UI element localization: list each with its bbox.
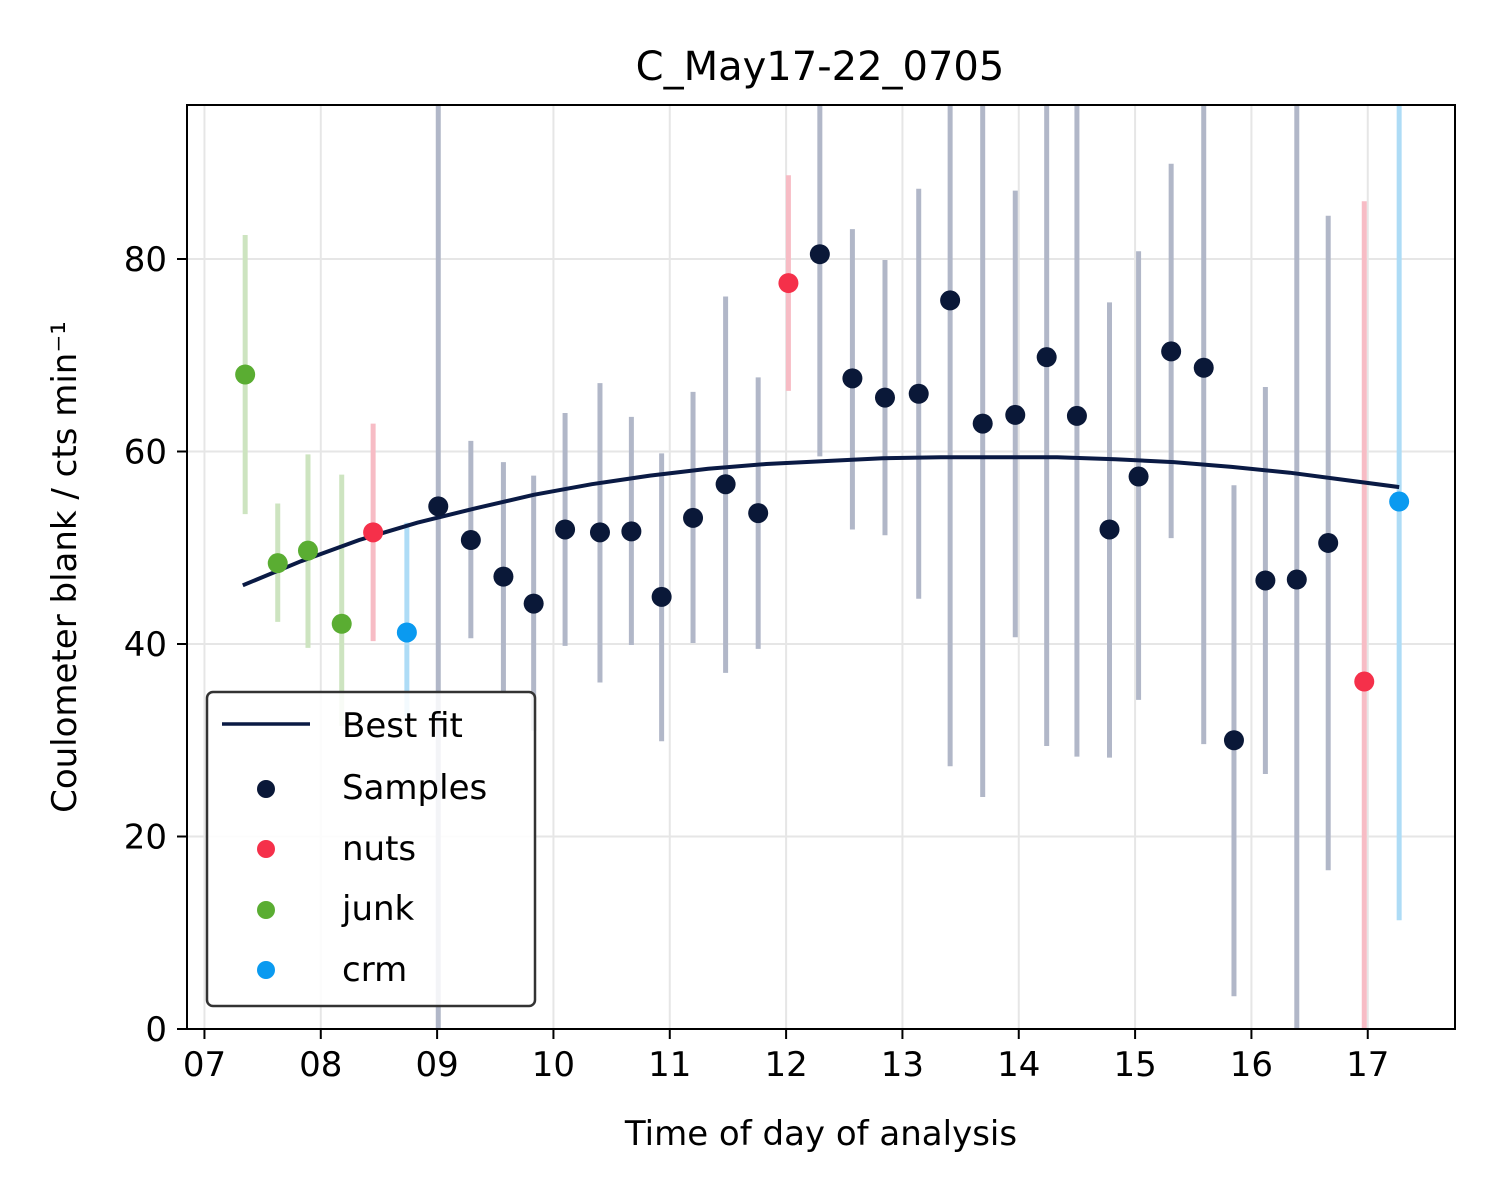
data-point-samples xyxy=(1318,532,1339,553)
data-point-samples xyxy=(523,593,544,614)
data-point-samples xyxy=(683,507,704,528)
y-tick-label: 0 xyxy=(145,1010,167,1050)
data-point-junk xyxy=(235,364,256,385)
data-point-samples xyxy=(1005,404,1026,425)
data-point-junk xyxy=(267,553,288,574)
legend-junk-marker xyxy=(257,901,275,919)
data-point-crm xyxy=(396,622,417,643)
x-tick-label: 14 xyxy=(997,1045,1040,1085)
legend-label-best-fit: Best fit xyxy=(342,706,463,746)
x-tick-label: 10 xyxy=(532,1045,575,1085)
legend-label-crm: crm xyxy=(342,950,407,990)
y-tick-label: 40 xyxy=(124,625,167,665)
x-tick-label: 16 xyxy=(1230,1045,1273,1085)
y-axis-label: Coulometer blank / cts min⁻¹ xyxy=(45,321,85,813)
data-point-nuts xyxy=(1354,671,1375,692)
data-point-samples xyxy=(1193,357,1214,378)
x-tick-label: 17 xyxy=(1346,1045,1389,1085)
data-point-samples xyxy=(621,521,642,542)
data-point-samples xyxy=(460,530,481,551)
legend-box xyxy=(205,690,537,1008)
data-points xyxy=(235,244,1410,751)
data-point-samples xyxy=(651,586,672,607)
x-tick-label: 12 xyxy=(764,1045,807,1085)
legend-samples-marker xyxy=(257,780,275,798)
x-tick-label: 08 xyxy=(299,1045,342,1085)
data-point-crm xyxy=(1389,491,1410,512)
x-tick-label: 13 xyxy=(881,1045,924,1085)
x-tick-label: 15 xyxy=(1113,1045,1156,1085)
data-point-samples xyxy=(842,368,863,389)
data-point-junk xyxy=(297,540,318,561)
data-point-samples xyxy=(940,290,961,311)
x-tick-label: 07 xyxy=(183,1045,226,1085)
legend-label-junk: junk xyxy=(341,889,415,929)
y-tick-label: 60 xyxy=(124,433,167,473)
data-point-nuts xyxy=(363,522,384,543)
legend-label-samples: Samples xyxy=(342,768,487,808)
y-axis-ticks: 0 20 40 60 80 xyxy=(124,240,187,1050)
x-tick-label: 09 xyxy=(415,1045,458,1085)
data-point-samples xyxy=(1036,347,1057,368)
chart-title: C_May17-22_0705 xyxy=(636,44,1005,90)
data-point-samples xyxy=(428,496,449,517)
data-point-junk xyxy=(331,613,352,634)
data-point-nuts xyxy=(778,273,799,294)
y-tick-label: 20 xyxy=(124,818,167,858)
legend-label-nuts: nuts xyxy=(342,829,416,869)
data-point-samples xyxy=(1128,466,1149,487)
data-point-samples xyxy=(555,519,576,540)
data-point-samples xyxy=(589,522,610,543)
data-point-samples xyxy=(1286,569,1307,590)
x-tick-label: 11 xyxy=(648,1045,691,1085)
data-point-samples xyxy=(748,503,769,524)
data-point-samples xyxy=(809,244,830,265)
legend-nuts-marker xyxy=(257,840,275,858)
best-fit-layer xyxy=(242,455,1400,588)
legend: Best fit Samples nuts junk crm xyxy=(205,690,537,1008)
legend-crm-marker xyxy=(257,961,275,979)
data-point-samples xyxy=(1223,730,1244,751)
data-point-samples xyxy=(1255,570,1276,591)
y-tick-label: 80 xyxy=(124,240,167,280)
data-point-samples xyxy=(874,387,895,408)
data-point-samples xyxy=(715,474,736,495)
x-axis-ticks: 07 08 09 10 11 12 13 14 15 16 17 xyxy=(183,1029,1389,1085)
data-point-samples xyxy=(1066,405,1087,426)
plot-frame xyxy=(186,104,1456,1030)
data-point-samples xyxy=(972,413,993,434)
data-point-samples xyxy=(1099,519,1120,540)
best-fit-line xyxy=(242,455,1400,588)
data-point-samples xyxy=(908,383,929,404)
x-axis-label: Time of day of analysis xyxy=(624,1114,1017,1154)
data-point-samples xyxy=(1161,341,1182,362)
data-point-samples xyxy=(493,566,514,587)
